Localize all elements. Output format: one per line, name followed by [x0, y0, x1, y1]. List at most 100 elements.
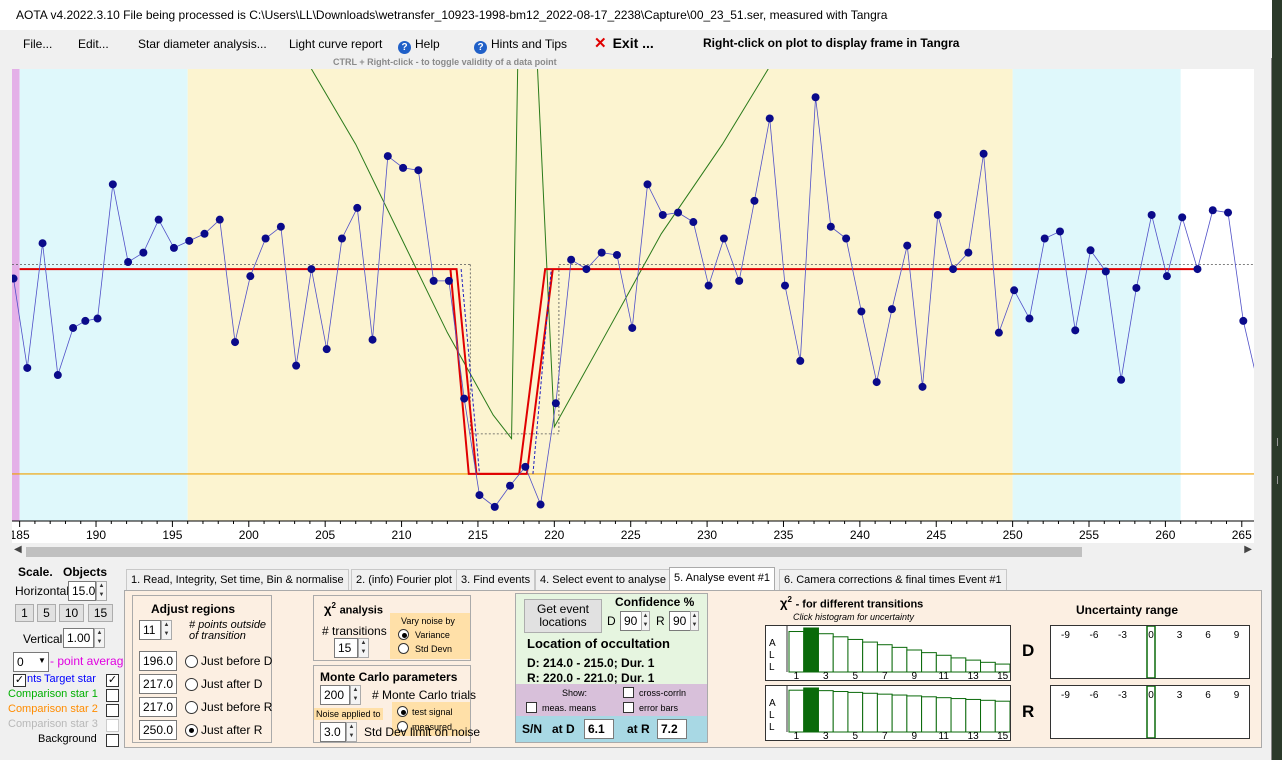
- std-dev-limit-spinner[interactable]: ▲ ▼: [346, 722, 357, 742]
- menu-exit[interactable]: ✕ Exit ...: [594, 34, 654, 52]
- menu-help[interactable]: ? Help: [398, 37, 440, 54]
- menu-hints[interactable]: ? Hints and Tips: [474, 37, 567, 54]
- monte-carlo-trials-label: # Monte Carlo trials: [372, 688, 477, 702]
- menu-edit[interactable]: Edit...: [78, 37, 109, 51]
- vertical-scale-input[interactable]: 1.00: [63, 628, 94, 648]
- points-outside-input[interactable]: 11: [139, 620, 161, 640]
- uncertainty-range-d[interactable]: -9 -6 -3 0 3 6 9: [1050, 625, 1250, 679]
- measured-radio[interactable]: [397, 721, 408, 732]
- background-checkbox[interactable]: [106, 734, 119, 747]
- comparison-star-1-checkbox[interactable]: [106, 689, 119, 702]
- comparison-star-1-label: Comparison star 1: [8, 688, 98, 700]
- histogram-bar: [891, 694, 908, 733]
- comparison-star-2-checkbox[interactable]: [106, 704, 119, 717]
- scale-5-button[interactable]: 5: [37, 604, 56, 622]
- just-before-r-input[interactable]: 217.0: [139, 697, 177, 717]
- tab-read-integrity[interactable]: 1. Read, Integrity, Set time, Bin & norm…: [126, 569, 349, 590]
- just-after-d-radio[interactable]: [185, 678, 198, 691]
- scroll-right-arrow-icon[interactable]: ▶: [1244, 544, 1252, 555]
- scale-1-button[interactable]: 1: [15, 604, 34, 622]
- histogram-bar: [935, 654, 952, 673]
- menu-file[interactable]: File...: [23, 37, 53, 51]
- histogram-label: 11: [939, 671, 950, 680]
- target-star-checkbox[interactable]: ✓: [13, 674, 26, 687]
- chi-histogram-r[interactable]: A L L 1 3 5 7 9 11 13 15: [765, 685, 1011, 742]
- chi-histogram-d[interactable]: A L L 1 3 5 7 9 11 13 15: [765, 625, 1011, 682]
- just-after-r-input[interactable]: 250.0: [139, 720, 177, 740]
- histogram-bar: [994, 700, 1011, 733]
- point-average-select[interactable]: 0: [13, 652, 49, 672]
- light-curve-svg[interactable]: 185 190 195 200 205 210 215 220 225 230 235 240 245 2…: [12, 69, 1254, 543]
- data-point: [750, 196, 759, 205]
- uncertainty-tick-label: 3: [1177, 690, 1183, 701]
- data-point: [842, 234, 851, 243]
- just-after-d-input[interactable]: 217.0: [139, 674, 177, 694]
- chevron-down-icon[interactable]: ▼: [38, 656, 46, 665]
- confidence-d-input[interactable]: 90: [620, 611, 642, 631]
- data-point: [475, 491, 484, 500]
- monte-carlo-trials-input[interactable]: 200: [320, 685, 350, 705]
- data-point: [658, 210, 667, 219]
- just-before-d-radio[interactable]: [185, 655, 198, 668]
- uncertainty-range-r-svg[interactable]: -9 -6 -3 0 3 6 9: [1051, 685, 1249, 739]
- uncertainty-tick-label: 3: [1177, 630, 1183, 641]
- just-before-d-label: Just before D: [201, 654, 273, 668]
- transitions-spinner[interactable]: ▲ ▼: [358, 638, 369, 658]
- variance-radio[interactable]: [398, 629, 409, 640]
- comparison-star-3-checkbox[interactable]: [106, 719, 119, 732]
- menu-hints-label: Hints and Tips: [491, 37, 568, 51]
- tab-fourier-plot[interactable]: 2. (info) Fourier plot: [351, 569, 457, 590]
- objects-label: Objects: [63, 565, 108, 579]
- menu-light-curve-report[interactable]: Light curve report: [289, 37, 383, 51]
- meas-means-checkbox[interactable]: [526, 702, 537, 713]
- tab-find-events[interactable]: 3. Find events: [456, 569, 536, 590]
- monte-carlo-trials-spinner[interactable]: ▲ ▼: [350, 685, 361, 705]
- scale-15-button[interactable]: 15: [88, 604, 113, 622]
- uncertainty-range-r[interactable]: -9 -6 -3 0 3 6 9: [1050, 685, 1250, 739]
- transitions-input[interactable]: 15: [334, 638, 358, 658]
- data-point: [567, 255, 576, 264]
- sn-at-d-value: 6.1: [584, 719, 614, 739]
- test-signal-radio[interactable]: [397, 706, 408, 717]
- confidence-r-spinner[interactable]: ▲ ▼: [690, 611, 699, 631]
- uncertainty-tick-label: 6: [1205, 630, 1211, 641]
- histogram-bar: [832, 636, 849, 673]
- data-point: [1071, 326, 1080, 335]
- just-before-d-input[interactable]: 196.0: [139, 651, 177, 671]
- tab-select-event[interactable]: 4. Select event to analyse: [535, 569, 671, 590]
- data-point: [1086, 246, 1095, 255]
- chi-exponent: 2: [331, 601, 336, 610]
- target-star-checkbox-2[interactable]: ✓: [106, 674, 119, 687]
- light-curve-plot[interactable]: 185 190 195 200 205 210 215 220 225 230 235 240 245 2…: [12, 69, 1254, 543]
- vertical-scale-spinner[interactable]: ▲ ▼: [94, 628, 105, 648]
- horizontal-scale-spinner[interactable]: ▲ ▼: [96, 581, 107, 601]
- std-dev-limit-input[interactable]: 3.0: [320, 722, 346, 742]
- data-point: [1193, 265, 1202, 274]
- just-before-r-radio[interactable]: [185, 701, 198, 714]
- scale-label: Scale.: [18, 565, 53, 579]
- cross-corrln-checkbox[interactable]: [623, 687, 634, 698]
- plot-horizontal-scrollbar[interactable]: ◀ ▶: [12, 544, 1254, 559]
- error-bars-checkbox[interactable]: [623, 702, 634, 713]
- tab-camera-corrections[interactable]: 6. Camera corrections & final times Even…: [779, 569, 1007, 590]
- x-tick-label: 190: [86, 528, 106, 542]
- menu-star-diameter[interactable]: Star diameter analysis...: [138, 37, 267, 51]
- edge-r-dashed: [532, 269, 552, 474]
- sn-at-d-label: at D: [552, 722, 575, 736]
- scale-10-button[interactable]: 10: [59, 604, 84, 622]
- points-outside-spinner[interactable]: ▲ ▼: [161, 620, 172, 640]
- uncertainty-range-d-svg[interactable]: -9 -6 -3 0 3 6 9: [1051, 625, 1249, 679]
- tab-analyse-event[interactable]: 5. Analyse event #1: [669, 567, 776, 591]
- scroll-left-arrow-icon[interactable]: ◀: [14, 544, 22, 555]
- get-event-locations-button[interactable]: Get event locations: [524, 599, 602, 633]
- histogram-label: 7: [882, 671, 888, 680]
- confidence-r-input[interactable]: 90: [669, 611, 691, 631]
- confidence-d-spinner[interactable]: ▲ ▼: [641, 611, 650, 631]
- scrollbar-thumb[interactable]: [26, 547, 1082, 557]
- std-devn-radio[interactable]: [398, 643, 409, 654]
- histogram-bar: [847, 638, 864, 673]
- horizontal-scale-input[interactable]: 15.0: [68, 581, 96, 601]
- just-after-r-radio[interactable]: [185, 724, 198, 737]
